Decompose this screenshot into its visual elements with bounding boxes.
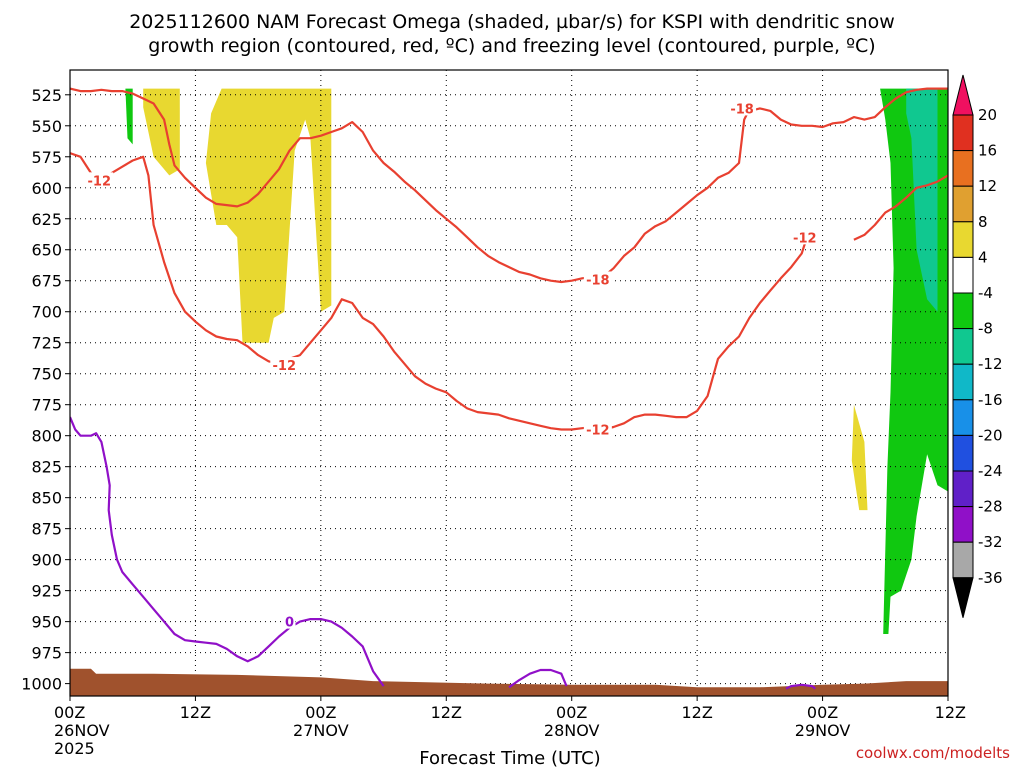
contour-label-2: -12: [586, 423, 610, 438]
contour-line-5: [785, 683, 816, 690]
y-tick-label: 1000: [21, 675, 62, 694]
y-tick-label: 675: [31, 272, 62, 291]
colorbar-swatch-10: [952, 434, 974, 472]
x-tick-label: 12Z: [431, 703, 462, 722]
omega-region-5: [906, 88, 938, 312]
contour-label-bg-2: [583, 421, 612, 437]
chart-title-line1: 2025112600 NAM Forecast Omega (shaded, µ…: [129, 11, 895, 33]
contour-label-bg-4: [583, 271, 612, 287]
plot-area: -12 -12 -12 -12 -18 -18 0: [70, 70, 948, 696]
contour-line-0: [70, 152, 808, 431]
contour-line-1: [853, 174, 948, 241]
contour-line-4: [508, 668, 568, 689]
colorbar-label: 8: [978, 213, 988, 231]
y-tick-label: 975: [31, 644, 62, 663]
omega-region-2: [851, 404, 868, 511]
colorbar-swatch-6: [952, 292, 974, 330]
y-tick-label: 625: [31, 210, 62, 229]
y-tick-label: 700: [31, 303, 62, 322]
chart-title-line2: growth region (contoured, red, ºC) and f…: [148, 35, 875, 57]
x-tick-year: 2025: [54, 739, 95, 758]
plot-frame: [69, 69, 949, 697]
x-tick-label: 12Z: [180, 703, 211, 722]
colorbar-swatch-13: [952, 541, 974, 579]
colorbar-swatch-2: [952, 150, 974, 187]
colorbar-bottom-arrow: [952, 577, 974, 618]
colorbar-label: -24: [978, 462, 1003, 480]
colorbar: 20 16 12 8 4 -4 -8 -12 -16 -20 -24 -28 -32 -36: [952, 74, 1003, 618]
x-tick-date: 27NOV: [293, 721, 349, 740]
contour-label-bg-6: [283, 613, 296, 629]
colorbar-label: -28: [978, 498, 1003, 516]
colorbar-swatch-4: [952, 221, 974, 258]
colorbar-swatch-8: [952, 363, 974, 401]
colorbar-label: -32: [978, 533, 1003, 551]
x-tick-date: 29NOV: [795, 721, 851, 740]
omega-region-1: [205, 88, 332, 343]
y-tick-label: 525: [31, 86, 62, 105]
y-tick-label: 650: [31, 241, 62, 260]
x-tick-label: 00Z: [556, 703, 587, 722]
y-tick-label: 725: [31, 334, 62, 353]
x-tick-label: 12Z: [935, 703, 966, 722]
x-tick-label: 00Z: [54, 703, 85, 722]
colorbar-swatch-5: [952, 256, 974, 294]
contour-label-bg-0: [85, 172, 114, 188]
x-tick-date: 26NOV: [54, 721, 110, 740]
x-tick-label: 12Z: [681, 703, 712, 722]
colorbar-swatch-9: [952, 399, 974, 436]
y-tick-label: 800: [31, 427, 62, 446]
contour-line-2: [70, 87, 948, 284]
contour-label-4: -18: [586, 273, 610, 288]
contour-label-bg-1: [270, 357, 299, 373]
colorbar-label: -36: [978, 569, 1003, 587]
colorbar-label: -8: [978, 320, 993, 338]
colorbar-swatch-3: [952, 185, 974, 223]
colorbar-label: -12: [978, 355, 1003, 373]
colorbar-swatch-12: [952, 506, 974, 543]
colorbar-label: -20: [978, 426, 1003, 444]
colorbar-label: 12: [978, 177, 997, 195]
contour-label-1: -12: [273, 359, 297, 374]
terrain-fill: [70, 668, 948, 696]
omega-region-3: [125, 88, 133, 145]
colorbar-swatch-7: [952, 328, 974, 365]
colorbar-swatch-1: [952, 114, 974, 152]
x-tick-label: 00Z: [305, 703, 336, 722]
contour-label-bg-5: [728, 100, 757, 116]
y-tick-label: 900: [31, 551, 62, 570]
colorbar-label: 4: [978, 248, 988, 266]
y-tick-label: 575: [31, 148, 62, 167]
colorbar-label: 20: [978, 106, 997, 124]
y-tick-label: 850: [31, 489, 62, 508]
y-tick-label: 600: [31, 179, 62, 198]
contour-line-3: [70, 416, 385, 687]
colorbar-label: -16: [978, 391, 1003, 409]
x-tick-date: 28NOV: [544, 721, 600, 740]
y-tick-label: 950: [31, 613, 62, 632]
axes: 525 550 575 600 625 650 675 700 725 750 775 800 825 8…: [21, 69, 966, 758]
credit-text: coolwx.com/modelts: [856, 744, 1010, 762]
x-axis-label: Forecast Time (UTC): [419, 748, 600, 768]
y-tick-label: 750: [31, 365, 62, 384]
y-tick-label: 875: [31, 520, 62, 539]
contour-label-bg-3: [790, 229, 819, 245]
contour-label-3: -12: [793, 231, 817, 246]
y-tick-label: 825: [31, 458, 62, 477]
y-tick-label: 550: [31, 117, 62, 136]
colorbar-label: 16: [978, 142, 997, 160]
y-tick-label: 775: [31, 396, 62, 415]
colorbar-label: -4: [978, 284, 993, 302]
contour-label-6: 0: [285, 616, 294, 631]
contour-label-5: -18: [730, 102, 754, 117]
contour-label-0: -12: [88, 174, 112, 189]
y-tick-label: 925: [31, 582, 62, 601]
plot-content: -12 -12 -12 -12 -18 -18 0: [70, 70, 948, 696]
x-tick-label: 00Z: [807, 703, 838, 722]
colorbar-swatch-11: [952, 470, 974, 508]
colorbar-top-arrow: [952, 74, 974, 116]
